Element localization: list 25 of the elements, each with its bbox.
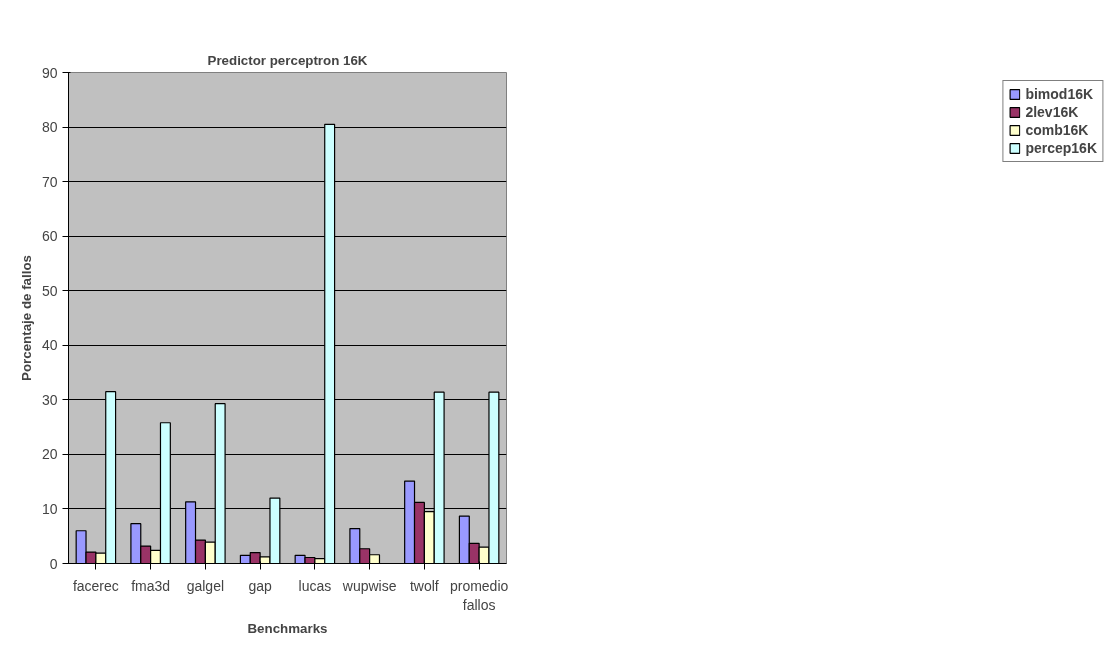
y-tick-label: 80 bbox=[41, 119, 58, 136]
x-tick-label: lucas bbox=[298, 577, 332, 594]
y-axis-title: Porcentaje de fallos bbox=[18, 255, 34, 381]
y-tick-label: 30 bbox=[41, 391, 58, 408]
y-tick-label: 60 bbox=[41, 228, 58, 245]
y-tick-label: 90 bbox=[41, 64, 58, 81]
y-tick-label: 10 bbox=[41, 500, 58, 517]
legend-label: 2lev16K bbox=[1025, 104, 1079, 120]
x-tick-label: twolf bbox=[409, 577, 439, 594]
x-tick-label: facerec bbox=[72, 577, 119, 594]
legend-label: percep16K bbox=[1025, 140, 1097, 156]
x-tick-label: galgel bbox=[186, 577, 225, 594]
chart-title: Predictor perceptron 16K bbox=[207, 52, 368, 68]
x-tick-label: promedio fallos bbox=[449, 577, 509, 613]
y-tick-label: 70 bbox=[41, 173, 58, 190]
y-tick-label: 0 bbox=[49, 555, 58, 572]
y-tick-label: 50 bbox=[41, 282, 58, 299]
x-tick-label: wupwise bbox=[341, 577, 397, 594]
y-tick-label: 20 bbox=[41, 446, 58, 463]
legend-label: comb16K bbox=[1025, 122, 1089, 138]
legend-label: bimod16K bbox=[1025, 86, 1094, 102]
x-axis-title: Benchmarks bbox=[247, 620, 328, 636]
y-tick-label: 40 bbox=[41, 337, 58, 354]
x-tick-label: fma3d bbox=[131, 577, 171, 594]
x-tick-label: gap bbox=[248, 577, 273, 594]
